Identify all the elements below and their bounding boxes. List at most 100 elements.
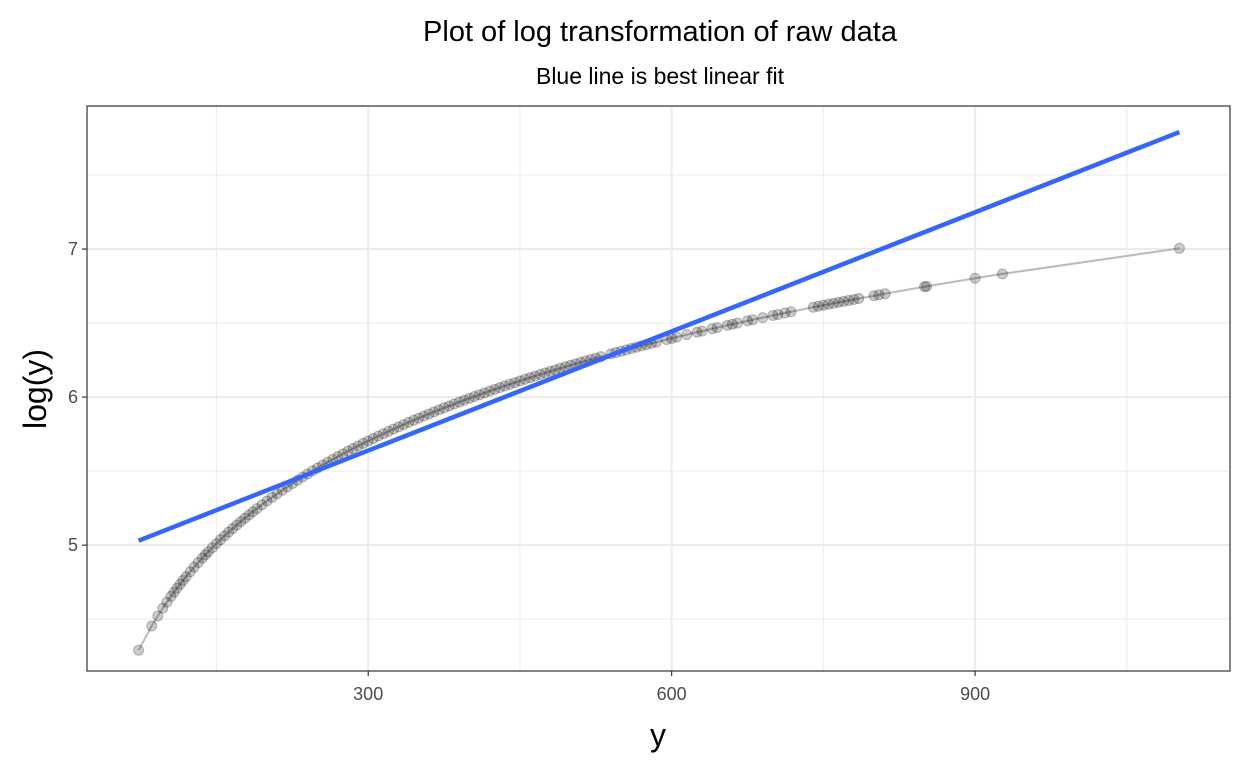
y-tick-label: 7 <box>68 239 78 259</box>
data-point <box>827 297 839 309</box>
data-point <box>382 425 394 437</box>
data-point <box>372 430 384 442</box>
data-point <box>215 534 227 546</box>
data-point <box>519 373 531 385</box>
data-point <box>146 620 158 632</box>
data-point <box>509 377 521 389</box>
x-tick-label: 300 <box>353 684 383 704</box>
data-point <box>822 298 834 310</box>
data-point <box>387 423 399 435</box>
data-point <box>413 412 425 424</box>
data-point <box>494 382 506 394</box>
data-point <box>529 370 541 382</box>
data-point <box>261 495 273 507</box>
data-point <box>838 295 850 307</box>
data-point <box>448 398 460 410</box>
data-point <box>873 289 885 301</box>
data-point <box>996 268 1008 280</box>
data-point <box>210 538 222 550</box>
data-point <box>231 519 243 531</box>
data-point <box>152 610 164 622</box>
data-point <box>691 326 703 338</box>
data-point <box>192 557 204 569</box>
data-point <box>772 308 784 320</box>
data-point <box>711 322 723 334</box>
data-point <box>458 394 470 406</box>
data-point <box>879 288 891 300</box>
y-tick-label: 6 <box>68 387 78 407</box>
y-axis-label: log(y) <box>17 349 53 429</box>
data-point <box>757 312 769 324</box>
data-point <box>403 416 415 428</box>
data-point <box>184 566 196 578</box>
data-point <box>514 375 526 387</box>
data-point <box>243 509 255 521</box>
data-point <box>489 383 501 395</box>
data-point <box>256 499 268 511</box>
x-tick-label: 900 <box>960 684 990 704</box>
fit-line <box>137 129 1181 543</box>
data-point <box>367 432 379 444</box>
data-point <box>807 301 819 313</box>
data-point <box>377 428 389 440</box>
data-point <box>188 561 200 573</box>
data-point <box>428 406 440 418</box>
data-point <box>473 389 485 401</box>
data-point <box>393 421 405 433</box>
data-point <box>202 546 214 558</box>
chart-title: Plot of log transformation of raw data <box>423 16 898 48</box>
data-point <box>196 552 208 564</box>
grid <box>87 106 1230 671</box>
y-tick-label: 5 <box>68 535 78 555</box>
data-point <box>433 404 445 416</box>
panel-border <box>86 105 1231 672</box>
data-point <box>499 380 511 392</box>
data-point <box>239 512 251 524</box>
data-point <box>671 331 683 343</box>
chart-subtitle: Blue line is best linear fit <box>536 63 785 89</box>
data-point <box>180 571 192 583</box>
data-point <box>206 542 218 554</box>
data-point <box>165 590 177 602</box>
data-point <box>706 323 718 335</box>
data-point <box>833 296 845 308</box>
data-point <box>463 392 475 404</box>
data-point <box>438 402 450 414</box>
data-point <box>219 530 231 542</box>
data-point <box>161 596 173 608</box>
data-point <box>352 440 364 452</box>
data-point <box>174 578 186 590</box>
data-point <box>171 582 183 594</box>
data-point <box>534 368 546 380</box>
data-point <box>921 280 933 292</box>
data-point <box>199 549 211 561</box>
data-point <box>785 306 797 318</box>
data-point <box>544 365 556 377</box>
data-point <box>247 506 259 518</box>
data-point <box>271 488 283 500</box>
data-point <box>843 294 855 306</box>
data-point <box>969 272 981 284</box>
plot-marks <box>133 129 1185 656</box>
x-axis: 300 600 900 <box>353 671 990 704</box>
data-point <box>235 516 247 528</box>
data-point <box>1173 242 1185 254</box>
data-point <box>251 503 263 515</box>
data-point <box>524 372 536 384</box>
data-point <box>539 367 551 379</box>
data-point <box>868 290 880 302</box>
data-point <box>696 325 708 337</box>
data-point <box>919 281 931 293</box>
data-point <box>357 437 369 449</box>
data-point <box>177 574 189 586</box>
data-point <box>484 385 496 397</box>
data-point <box>731 317 743 329</box>
data-point <box>362 435 374 447</box>
data-point <box>443 400 455 412</box>
data-point <box>779 307 791 319</box>
data-point <box>681 329 693 341</box>
data-point <box>157 602 169 614</box>
data-point <box>468 391 480 403</box>
data-point <box>453 396 465 408</box>
